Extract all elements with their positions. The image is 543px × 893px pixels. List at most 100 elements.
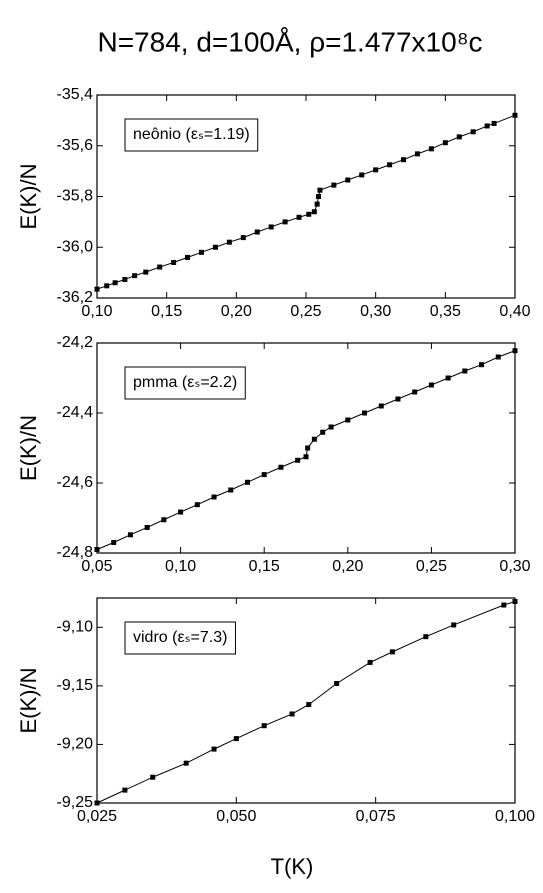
x-tick-label: 0,050 <box>216 808 256 825</box>
data-point <box>194 502 200 508</box>
data-point <box>412 389 418 395</box>
data-point <box>451 622 457 628</box>
data-point <box>495 354 501 360</box>
data-point <box>282 219 288 225</box>
data-point <box>94 286 100 292</box>
data-point <box>501 602 507 608</box>
data-point <box>491 120 497 126</box>
data-point <box>303 454 309 460</box>
x-tick-label: 0,15 <box>151 303 182 320</box>
data-point <box>295 457 301 463</box>
data-point <box>211 746 217 752</box>
data-point <box>178 509 184 515</box>
data-point <box>445 375 451 381</box>
data-point <box>311 436 317 442</box>
plot-frame <box>96 342 516 554</box>
y-tick-label: -35,6 <box>57 137 94 154</box>
data-point <box>345 417 351 423</box>
y-tick-label: -9,10 <box>57 619 94 636</box>
data-point <box>199 249 204 255</box>
x-tick-label: 0,30 <box>360 303 391 320</box>
data-point <box>442 140 448 146</box>
annotation-box <box>124 621 236 655</box>
data-point <box>395 396 401 402</box>
x-tick-label: 0,30 <box>499 558 530 575</box>
data-point <box>94 800 100 806</box>
data-point <box>512 599 518 605</box>
y-tick-label: -35,8 <box>57 188 94 205</box>
data-point <box>268 224 274 230</box>
data-point <box>150 774 156 780</box>
y-axis-label: E(K)/N <box>16 415 41 481</box>
data-point <box>479 362 485 368</box>
data-point <box>512 112 518 118</box>
chart-title: N=784, d=100Å, ρ=1.477x10⁸c <box>97 26 482 57</box>
x-tick-label: 0,40 <box>499 303 530 320</box>
data-point <box>94 547 100 552</box>
x-tick-label: 0,075 <box>356 808 396 825</box>
x-tick-label: 0,20 <box>332 558 363 575</box>
plot-frame <box>96 597 516 804</box>
data-point <box>359 172 365 178</box>
data-point <box>261 472 267 478</box>
data-point <box>296 214 302 220</box>
x-tick-label: 0,05 <box>81 558 112 575</box>
data-point <box>171 259 177 265</box>
y-tick-label: -35,4 <box>57 86 94 103</box>
data-point <box>470 129 476 135</box>
annotation: pmma (εₛ=2.2) <box>133 374 237 391</box>
x-tick-label: 0,10 <box>81 303 112 320</box>
data-point <box>316 194 322 199</box>
data-point <box>362 410 368 416</box>
y-tick-label: -9,25 <box>57 794 94 811</box>
data-point <box>112 280 118 286</box>
data-point <box>240 235 246 241</box>
x-tick-label: 0,10 <box>165 558 196 575</box>
data-point <box>104 283 110 289</box>
data-point <box>185 254 191 260</box>
y-tick-label: -24,8 <box>57 544 94 561</box>
annotation: neônio (εₛ=1.19) <box>133 126 250 143</box>
data-point <box>428 382 434 388</box>
y-tick-label: -36,2 <box>57 289 94 306</box>
data-point <box>484 123 490 129</box>
data-point <box>278 464 284 470</box>
data-point <box>212 244 218 250</box>
data-point <box>512 348 518 354</box>
data-point <box>367 659 373 665</box>
data-point <box>233 736 239 742</box>
data-line <box>96 601 516 804</box>
data-point <box>143 269 149 275</box>
data-point <box>306 211 312 217</box>
data-point <box>228 487 234 493</box>
data-point <box>122 787 128 793</box>
x-tick-label: 0,20 <box>221 303 252 320</box>
data-point <box>345 177 351 183</box>
y-axis-label: E(K)/N <box>16 164 41 230</box>
data-point <box>328 424 334 430</box>
y-tick-label: -24,6 <box>57 474 94 491</box>
data-point <box>401 157 407 163</box>
data-point <box>183 760 189 766</box>
data-point <box>331 182 337 188</box>
y-tick-label: -9,15 <box>57 677 94 694</box>
y-tick-label: -24,2 <box>57 334 94 351</box>
data-point <box>127 532 133 538</box>
x-tick-label: 0,15 <box>249 558 280 575</box>
data-point <box>311 209 317 215</box>
data-point <box>456 134 462 140</box>
x-tick-label: 0,25 <box>290 303 321 320</box>
data-point <box>389 649 395 655</box>
data-point <box>211 494 217 500</box>
annotation-box <box>124 118 259 152</box>
data-point <box>462 368 468 374</box>
data-point <box>157 264 163 270</box>
data-point <box>373 167 379 173</box>
y-tick-label: -24,4 <box>57 404 94 421</box>
data-point <box>132 273 138 279</box>
data-point <box>334 681 340 687</box>
x-tick-label: 0,25 <box>416 558 447 575</box>
data-point <box>306 702 312 708</box>
data-point <box>414 151 420 157</box>
